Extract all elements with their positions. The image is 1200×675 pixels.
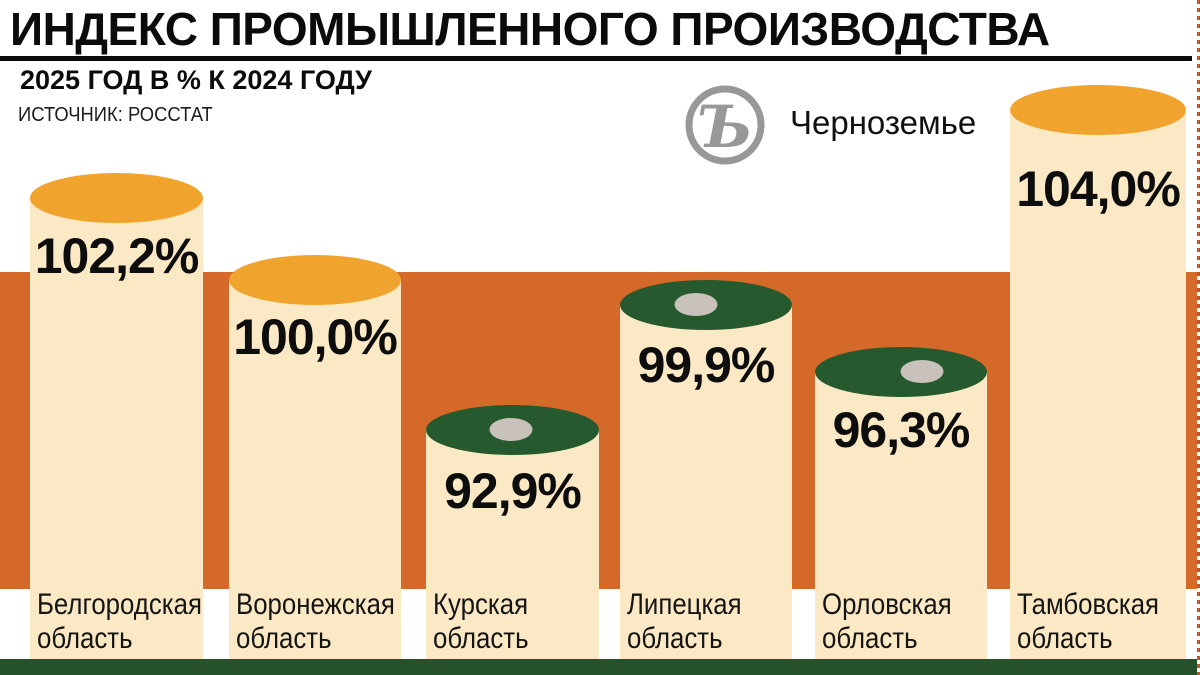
cylinder-body xyxy=(815,372,987,659)
region-label-line1: Липецкая xyxy=(627,588,742,621)
cylinder-body xyxy=(30,198,203,659)
region-label-line1: Тамбовская xyxy=(1017,588,1160,621)
cylinder-hole xyxy=(900,360,944,383)
value-label: 92,9% xyxy=(444,463,582,519)
cylinder-hole xyxy=(489,418,532,441)
cylinder-body xyxy=(620,305,792,659)
bar-lipetskaya: 99,9% Липецкая область xyxy=(620,280,792,659)
region-label-line1: Курская xyxy=(433,588,529,621)
region-label-line2: область xyxy=(433,622,529,655)
source-note: ИСТОЧНИК: РОССТАТ xyxy=(18,104,213,126)
bar-orlovskaya: 96,3% Орловская область xyxy=(815,347,987,659)
cylinder-body xyxy=(229,280,401,659)
title-underline xyxy=(0,56,1192,61)
region-label-line2: область xyxy=(236,622,332,655)
region-label-line2: область xyxy=(627,622,723,655)
region-label: Липецкая область xyxy=(627,588,742,656)
page-title: ИНДЕКС ПРОМЫШЛЕННОГО ПРОИЗВОДСТВА xyxy=(10,3,1050,55)
region-label: Воронежская область xyxy=(236,588,395,656)
region-label-line1: Орловская xyxy=(822,588,952,621)
value-label: 96,3% xyxy=(832,402,971,458)
cylinder-cap xyxy=(1010,85,1186,135)
value-label: 102,2% xyxy=(34,228,200,284)
logo-glyph: Ъ xyxy=(697,93,752,161)
region-label-line2: область xyxy=(37,622,133,655)
bar-tambovskaya: 104,0% Тамбовская область xyxy=(1010,85,1186,659)
subtitle: 2025 ГОД В % К 2024 ГОДУ xyxy=(20,65,372,95)
cylinder-body xyxy=(1010,110,1186,659)
value-label: 100,0% xyxy=(233,309,398,365)
region-label: Орловская область xyxy=(822,588,952,656)
brand-wordmark: Черноземье xyxy=(790,104,977,141)
bar-kurskaya: 92,9% Курская область xyxy=(426,405,599,659)
region-label-line2: область xyxy=(822,622,918,655)
region-label: Белгородская область xyxy=(37,588,202,656)
region-label-line1: Белгородская xyxy=(37,588,202,621)
bar-belgorodskaya: 102,2% Белгородская область xyxy=(30,173,203,659)
page-edge-dashes xyxy=(1197,0,1200,675)
value-label: 99,9% xyxy=(637,337,776,393)
cylinder-cap xyxy=(426,405,599,455)
cylinder-body xyxy=(426,430,599,659)
kommersant-logo-icon: Ъ xyxy=(685,85,765,165)
cylinder-cap xyxy=(620,280,792,330)
bottom-strip xyxy=(0,659,1200,675)
cylinder-hole xyxy=(674,293,718,316)
region-label: Тамбовская область xyxy=(1017,588,1159,656)
cylinder-cap xyxy=(815,347,987,397)
bar-voronezhskaya: 100,0% Воронежская область xyxy=(229,255,401,659)
region-label-line2: область xyxy=(1017,622,1113,655)
cylinder-cap xyxy=(229,255,401,305)
region-label-line1: Воронежская xyxy=(236,588,395,621)
value-label: 104,0% xyxy=(1016,161,1181,217)
cylinder-cap xyxy=(30,173,203,223)
region-label: Курская область xyxy=(433,588,529,656)
